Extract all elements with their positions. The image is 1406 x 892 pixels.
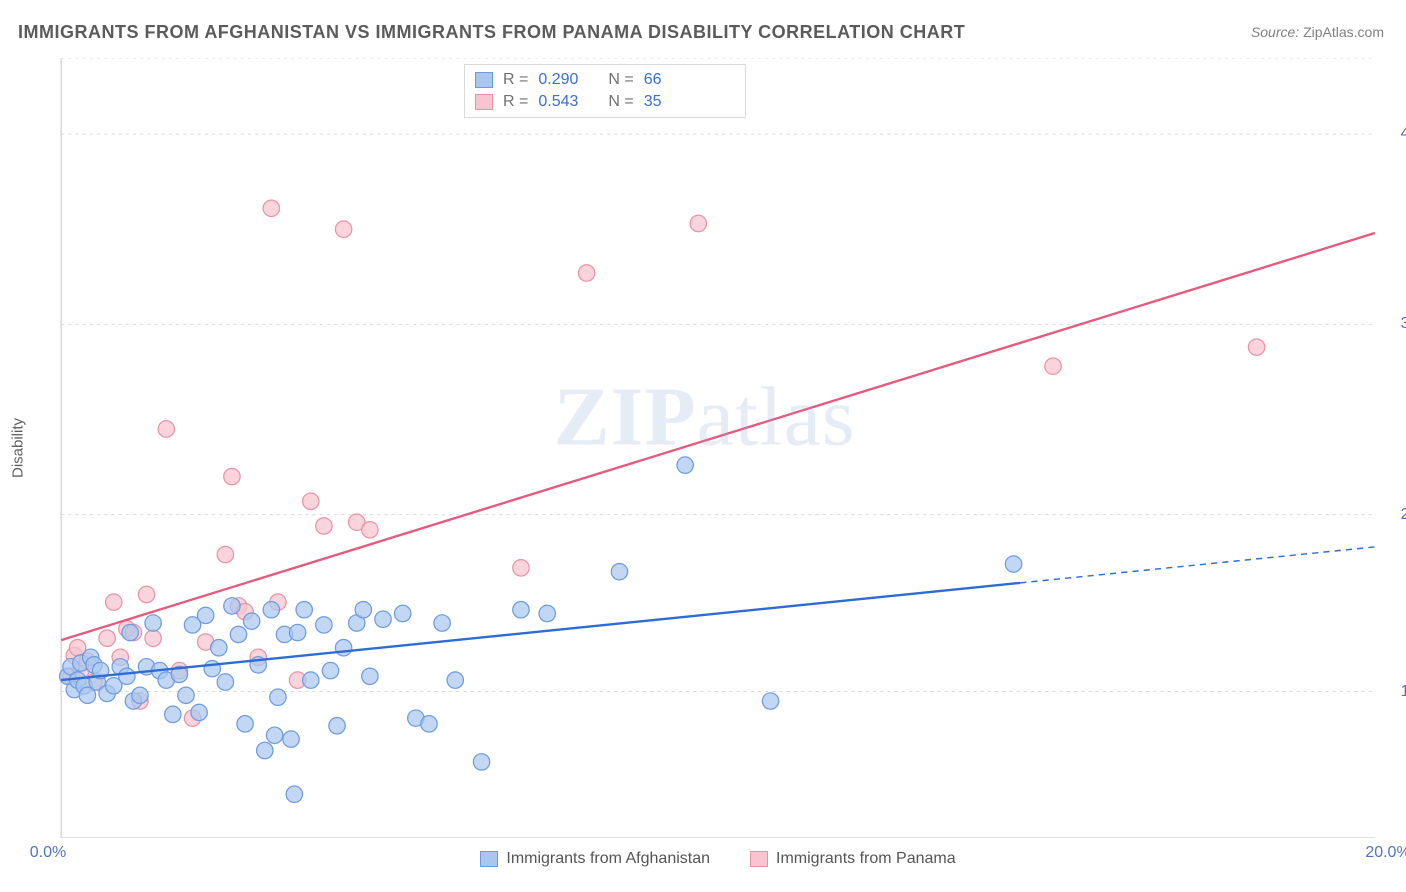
y-tick-label: 10.0% [1401,683,1406,701]
swatch-a-icon [475,72,493,88]
n-label-b: N = [608,93,633,111]
correlation-legend: R = 0.290 N = 66 R = 0.543 N = 35 [464,64,746,118]
chart-title: IMMIGRANTS FROM AFGHANISTAN VS IMMIGRANT… [18,22,965,43]
legend-row-a: R = 0.290 N = 66 [475,69,735,91]
legend-item-b: Immigrants from Panama [750,850,956,868]
series-legend: Immigrants from Afghanistan Immigrants f… [48,850,1388,868]
r-value-b: 0.543 [538,93,578,111]
y-tick-label: 30.0% [1401,315,1406,333]
series-b-name: Immigrants from Panama [776,850,956,868]
source-value: ZipAtlas.com [1303,24,1384,40]
source-label: Source: [1251,24,1299,40]
legend-row-b: R = 0.543 N = 35 [475,91,735,113]
swatch-b2-icon [750,851,768,867]
source-attribution: Source: ZipAtlas.com [1251,24,1384,40]
legend-item-a: Immigrants from Afghanistan [480,850,710,868]
x-tick-label: 0.0% [30,844,66,862]
n-value-a: 66 [644,71,662,89]
y-tick-label: 40.0% [1401,125,1406,143]
n-value-b: 35 [644,93,662,111]
swatch-b-icon [475,94,493,110]
r-label-b: R = [503,93,528,111]
scatter-plot [48,58,1388,838]
n-label-a: N = [608,71,633,89]
series-a-name: Immigrants from Afghanistan [506,850,710,868]
x-tick-label: 20.0% [1365,844,1406,862]
r-label-a: R = [503,71,528,89]
y-axis-label: Disability [10,418,27,478]
chart-area: Disability ZIPatlas R = 0.290 N = 66 R =… [48,58,1388,838]
y-tick-label: 20.0% [1401,506,1406,524]
swatch-a2-icon [480,851,498,867]
r-value-a: 0.290 [538,71,578,89]
